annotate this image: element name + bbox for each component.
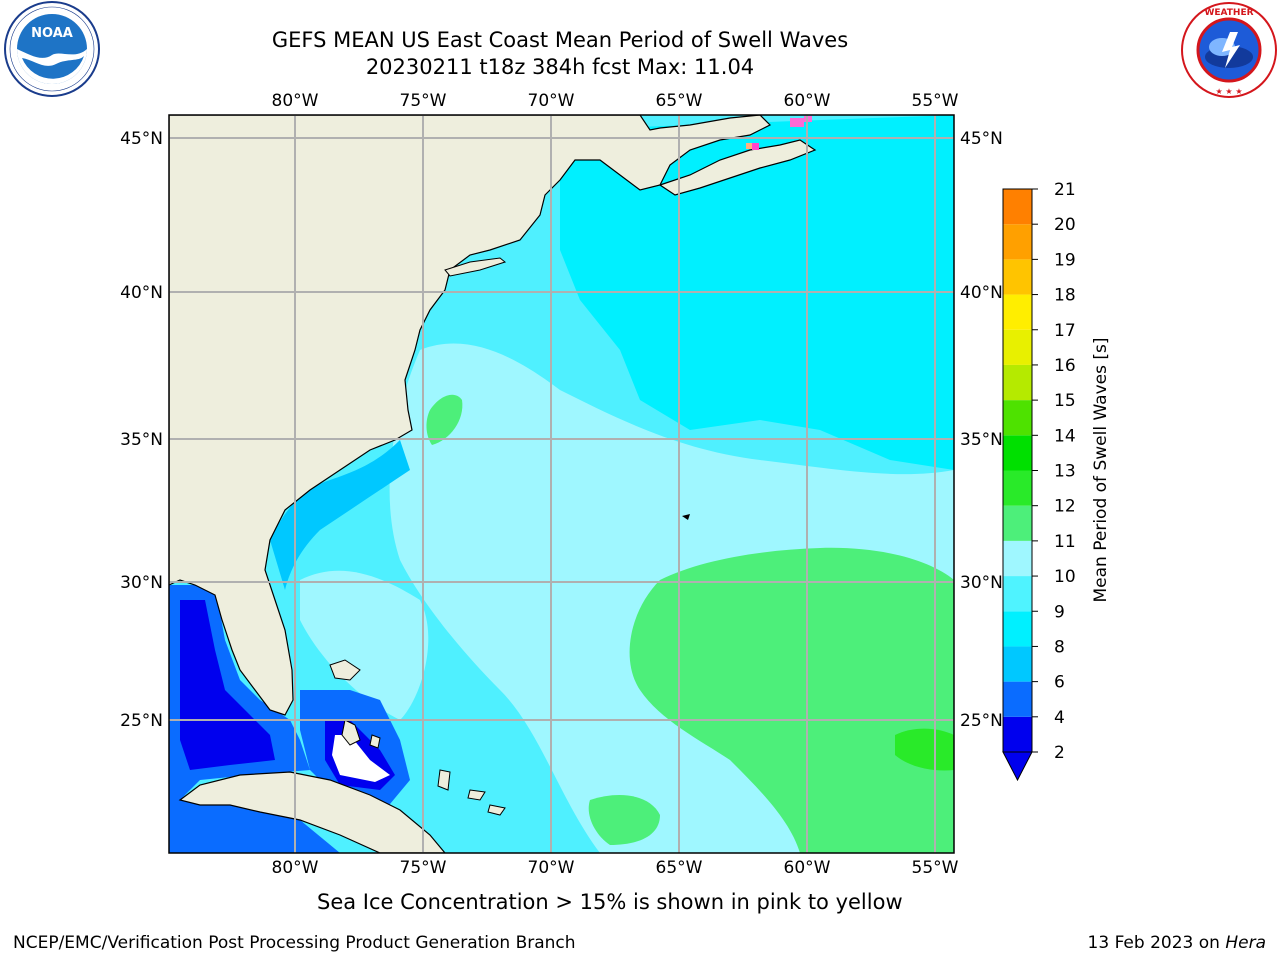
lat-label-left: 25°N [120, 711, 163, 731]
swell-period-map: 80°W 75°W 70°W 65°W 60°W 55°W 80°W 75°W 70°W 65°… [120, 91, 1111, 878]
lon-label-bottom: 75°W [400, 858, 447, 878]
lat-label-right: 35°N [960, 430, 1003, 450]
colorbar-segment [1003, 505, 1032, 541]
lon-label-bottom: 65°W [656, 858, 703, 878]
svg-text:NOAA: NOAA [31, 26, 73, 41]
footer-date-text: 13 Feb 2023 on [1087, 933, 1226, 953]
colorbar-tick-label: 8 [1054, 637, 1065, 657]
bahamas-island-4 [437, 769, 451, 791]
colorbar-tick-label: 16 [1054, 356, 1076, 376]
swell-zone-8-9-west [300, 570, 429, 720]
swell-zone-9-10 [629, 547, 954, 853]
colorbar-tick-label: 20 [1054, 215, 1076, 235]
swell-zone-4-6-coastal [270, 440, 410, 590]
sea-ice-patch [790, 118, 804, 127]
lon-label-top: 65°W [656, 91, 703, 111]
lat-label-right: 30°N [960, 573, 1003, 593]
colorbar-segment [1003, 364, 1032, 401]
svg-text:WEATHER: WEATHER [1204, 8, 1253, 18]
colorbar-segment [1003, 435, 1032, 471]
colorbar-tick-label: 11 [1054, 532, 1076, 552]
colorbar-label: Mean Period of Swell Waves [s] [1091, 338, 1111, 603]
footer-credit: NCEP/EMC/Verification Post Processing Pr… [13, 933, 576, 953]
turks-caicos [487, 804, 506, 816]
swell-zone-10-11 [895, 728, 954, 771]
shallow-bank-mask [332, 735, 390, 782]
nova-scotia [658, 139, 817, 196]
sea-ice-patch [746, 143, 752, 149]
swell-zone-below-2-gulf [180, 600, 275, 770]
colorbar-segment [1003, 576, 1032, 612]
colorbar-tick-label: 12 [1054, 497, 1076, 517]
lon-label-bottom: 55°W [912, 858, 959, 878]
bermuda [682, 514, 690, 520]
colorbar-segment [1003, 611, 1032, 647]
lon-label-bottom: 60°W [784, 858, 831, 878]
colorbar-tick-label: 9 [1054, 602, 1065, 622]
lat-label-left: 30°N [120, 573, 163, 593]
lat-lon-grid [169, 115, 954, 853]
map-subtitle-date: 20230211 t18z 384h fcst Max: 11.04 [365, 55, 755, 79]
colorbar-tick-label: 4 [1054, 708, 1065, 728]
colorbar-extend-arrow [1002, 751, 1033, 782]
lon-label-bottom: 80°W [272, 858, 319, 878]
colorbar-segment [1003, 716, 1032, 752]
sea-ice-patch [752, 143, 759, 150]
footer-date: 13 Feb 2023 on Hera [1088, 933, 1266, 953]
colorbar-tick-label: 13 [1054, 462, 1076, 482]
bahamas-island-3 [369, 734, 381, 749]
swell-zone-9-10-patch-south [588, 795, 660, 845]
noaa-logo-icon: NOAA [4, 1, 100, 97]
colorbar: 2 4 6 8 9 10 11 12 13 14 15 16 17 18 19 20 21 [1002, 180, 1076, 782]
colorbar-segment [1003, 681, 1032, 717]
svg-text:★ ★ ★: ★ ★ ★ [1215, 87, 1242, 96]
sea-ice-note: Sea Ice Concentration > 15% is shown in … [317, 890, 903, 914]
footer-host: Hera [1225, 933, 1266, 953]
swell-zone-2-4-caribbean [169, 800, 340, 853]
lon-label-top: 70°W [528, 91, 575, 111]
colorbar-segment [1003, 470, 1032, 506]
colorbar-tick-label: 15 [1054, 391, 1076, 411]
long-island [444, 257, 507, 277]
colorbar-segment [1003, 224, 1032, 260]
lat-label-left: 40°N [120, 283, 163, 303]
lat-label-left: 45°N [120, 129, 163, 149]
colorbar-tick-label: 14 [1054, 426, 1076, 446]
cuba [178, 771, 446, 853]
colorbar-tick-label: 2 [1054, 743, 1065, 763]
lat-label-right: 40°N [960, 283, 1003, 303]
map-frame [168, 114, 955, 854]
bahamas-island-5 [467, 789, 486, 801]
nws-logo-icon: WEATHER ★ ★ ★ [1181, 2, 1277, 98]
colorbar-tick-label: 10 [1054, 567, 1076, 587]
lon-label-bottom: 70°W [528, 858, 575, 878]
colorbar-tick-label: 6 [1054, 673, 1065, 693]
lat-label-right: 25°N [960, 711, 1003, 731]
colorbar-tick-label: 21 [1054, 180, 1076, 200]
colorbar-tick-label: 17 [1054, 321, 1076, 341]
colorbar-segment [1003, 259, 1032, 295]
lon-label-top: 55°W [912, 91, 959, 111]
colorbar-tick-label: 18 [1054, 286, 1076, 306]
colorbar-segment [1003, 400, 1032, 436]
colorbar-segment [1003, 540, 1032, 577]
swell-zone-9-10-patch [426, 394, 463, 445]
colorbar-tick-label: 19 [1054, 250, 1076, 270]
bahamas-island-1 [329, 659, 361, 681]
lon-label-top: 60°W [784, 91, 831, 111]
colorbar-segment [1003, 189, 1032, 225]
lat-label-left: 35°N [120, 430, 163, 450]
bahamas-island-2 [341, 719, 361, 746]
colorbar-segment [1003, 646, 1032, 682]
colorbar-segment [1003, 329, 1032, 365]
lon-label-top: 75°W [400, 91, 447, 111]
lat-label-right: 45°N [960, 129, 1003, 149]
map-title: GEFS MEAN US East Coast Mean Period of S… [271, 28, 849, 52]
colorbar-segment [1003, 294, 1032, 330]
lon-label-top: 80°W [272, 91, 319, 111]
